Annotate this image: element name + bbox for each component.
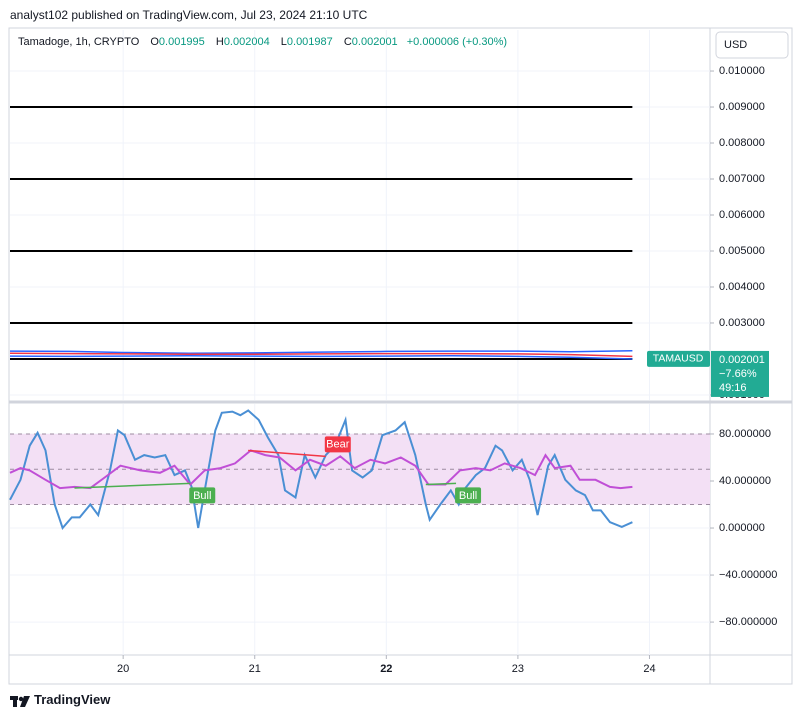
y-tick-label: 80.000000 <box>719 428 771 440</box>
series-line <box>9 352 633 358</box>
y-tick-label: 0.010000 <box>719 65 765 77</box>
y-tick-label: 0.004000 <box>719 281 765 293</box>
series-line <box>9 354 633 360</box>
y-tick-label: 0.008000 <box>719 137 765 149</box>
y-tick-label: 0.003000 <box>719 317 765 329</box>
ohlc-value: 0.001987 <box>286 36 333 48</box>
annotation-box <box>189 487 216 504</box>
y-tick-label: 40.000000 <box>719 475 771 487</box>
x-tick-label: 22 <box>380 663 392 675</box>
price-axis-box <box>711 350 769 397</box>
price-axis-value: 0.002001 <box>719 354 765 366</box>
price-label-symbol: TAMAUSD <box>653 353 704 365</box>
symbol-legend: Tamadoge, 1h, CRYPTO O0.001995 H0.002004… <box>18 36 507 48</box>
ohlc-value: 0.002001 <box>351 36 398 48</box>
divergence-line <box>248 449 326 458</box>
annotation-label: Bull <box>193 490 211 502</box>
y-tick-label: 0.006000 <box>719 209 765 221</box>
annotation-box <box>324 436 351 453</box>
ohlc-key: L <box>280 36 287 48</box>
price-label-box <box>647 350 710 367</box>
currency-button[interactable] <box>715 31 789 59</box>
publish-header: analyst102 published on TradingView.com,… <box>10 8 368 22</box>
ohlc-value: 0.001995 <box>158 36 205 48</box>
ohlc-key: H <box>215 36 224 48</box>
x-tick-label: 23 <box>512 663 524 675</box>
x-tick-label: 20 <box>117 663 129 675</box>
currency-label: USD <box>724 39 747 51</box>
price-axis-change: −7.66% <box>719 368 757 380</box>
symbol-title: Tamadoge, 1h, CRYPTO <box>18 36 140 48</box>
divergence-line <box>425 482 457 486</box>
change-label: +0.000006 (+0.30%) <box>406 36 508 48</box>
logo-icon <box>10 696 30 707</box>
y-tick-label: −40.000000 <box>719 569 777 581</box>
y-tick-label: −80.000000 <box>719 616 777 628</box>
ohlc-key: O <box>150 36 159 48</box>
y-tick-label: 0.009000 <box>719 101 765 113</box>
series-line <box>9 349 633 354</box>
series-line <box>9 449 633 490</box>
x-tick-label: 24 <box>643 663 655 675</box>
chart-frame <box>8 27 793 685</box>
ohlc-key: C <box>343 36 352 48</box>
y-tick-label: 0.000000 <box>719 522 765 534</box>
annotation-box <box>455 487 482 504</box>
annotation-label: Bear <box>326 439 350 451</box>
annotation-label: Bull <box>459 490 477 502</box>
band-fill <box>10 433 710 505</box>
ohlc-value: 0.002004 <box>223 36 270 48</box>
y-tick-label: 0.005000 <box>719 245 765 257</box>
y-tick-label: 0.007000 <box>719 173 765 185</box>
price-label: TAMAUSD 0.002001 −7.66% 49:16 <box>647 350 769 397</box>
divergence-line <box>74 482 191 489</box>
x-tick-label: 21 <box>249 663 261 675</box>
brand: TradingView <box>34 692 111 707</box>
price-axis-countdown: 49:16 <box>719 382 747 394</box>
series-line <box>9 409 633 530</box>
